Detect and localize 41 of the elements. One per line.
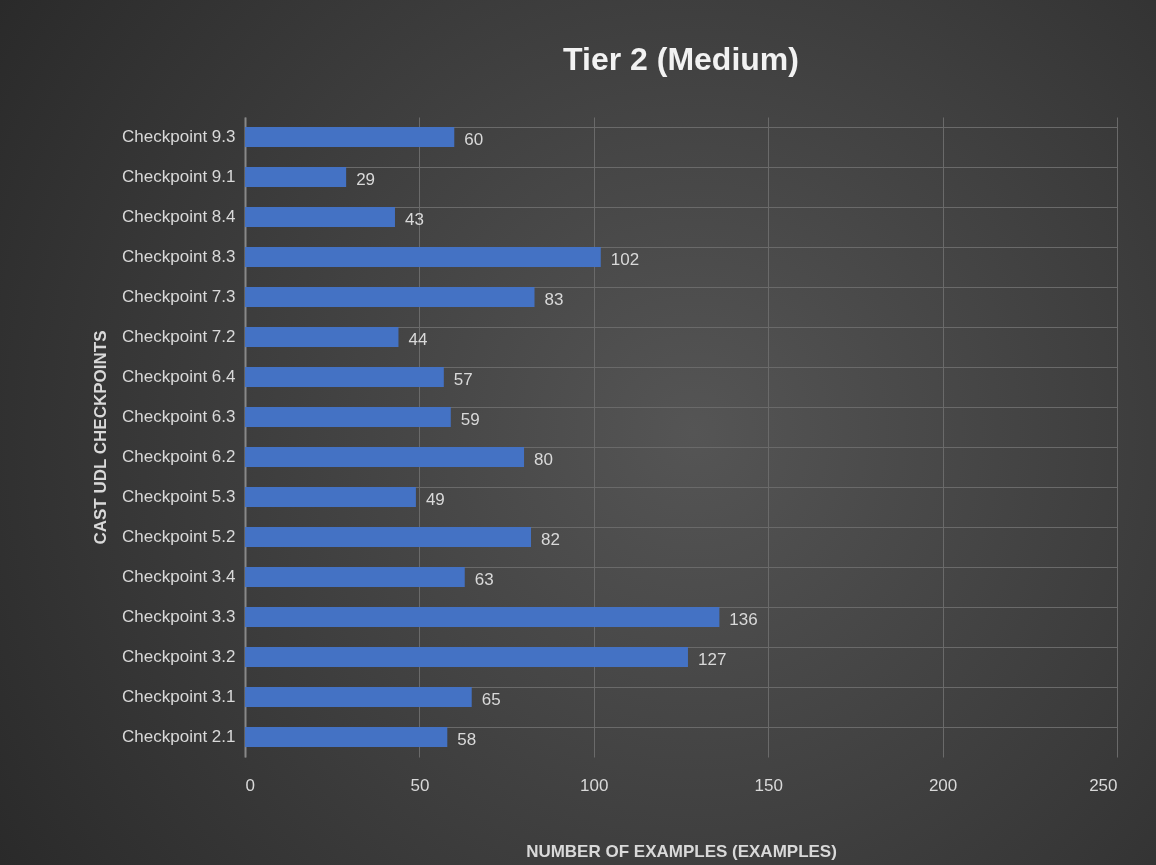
y-tick-label: Checkpoint 3.2: [122, 647, 236, 666]
y-tick-label: Checkpoint 7.2: [122, 327, 236, 346]
y-tick-label: Checkpoint 3.1: [122, 687, 236, 706]
data-label: 63: [474, 570, 494, 589]
y-tick-label: Checkpoint 6.4: [122, 367, 236, 386]
x-tick-label: 150: [754, 775, 783, 795]
x-tick-label: 0: [245, 775, 255, 795]
data-label: 58: [457, 730, 477, 749]
data-label: 83: [544, 290, 564, 309]
x-tick-label: 50: [410, 775, 430, 795]
data-label: 136: [729, 610, 758, 629]
data-label: 49: [425, 490, 445, 509]
y-tick-label: Checkpoint 2.1: [122, 727, 236, 746]
y-tick-label: Checkpoint 3.3: [122, 607, 236, 626]
x-tick-label: 200: [928, 775, 958, 795]
x-axis-title: NUMBER OF EXAMPLES (EXAMPLES): [526, 841, 837, 861]
y-tick-label: Checkpoint 6.3: [122, 407, 236, 426]
y-axis-title: CAST UDL CHECKPOINTS: [91, 330, 111, 545]
data-label: 127: [697, 650, 727, 669]
y-tick-label: Checkpoint 7.3: [122, 287, 236, 306]
chart-title: Tier 2 (Medium): [563, 41, 799, 77]
data-label: 44: [408, 330, 428, 349]
data-label: 60: [464, 130, 484, 149]
y-tick-label: Checkpoint 9.3: [122, 127, 236, 146]
y-tick-label: Checkpoint 8.3: [122, 247, 236, 266]
data-label: 80: [534, 450, 553, 469]
y-tick-label: Checkpoint 8.4: [122, 207, 236, 226]
data-label: 43: [404, 210, 424, 229]
data-label: 65: [481, 690, 501, 709]
data-label: 57: [453, 370, 473, 389]
data-label: 102: [610, 250, 640, 269]
y-tick-label: Checkpoint 3.4: [122, 567, 236, 586]
y-tick-label: Checkpoint 6.2: [122, 447, 236, 466]
x-tick-label: 250: [1089, 775, 1118, 795]
data-label: 59: [460, 410, 480, 429]
data-label: 29: [356, 170, 376, 189]
data-label: 82: [541, 530, 560, 549]
x-tick-label: 100: [580, 775, 609, 795]
y-tick-label: Checkpoint 5.2: [122, 527, 236, 546]
y-tick-label: Checkpoint 9.1: [122, 167, 236, 186]
y-tick-label: Checkpoint 5.3: [122, 487, 236, 506]
